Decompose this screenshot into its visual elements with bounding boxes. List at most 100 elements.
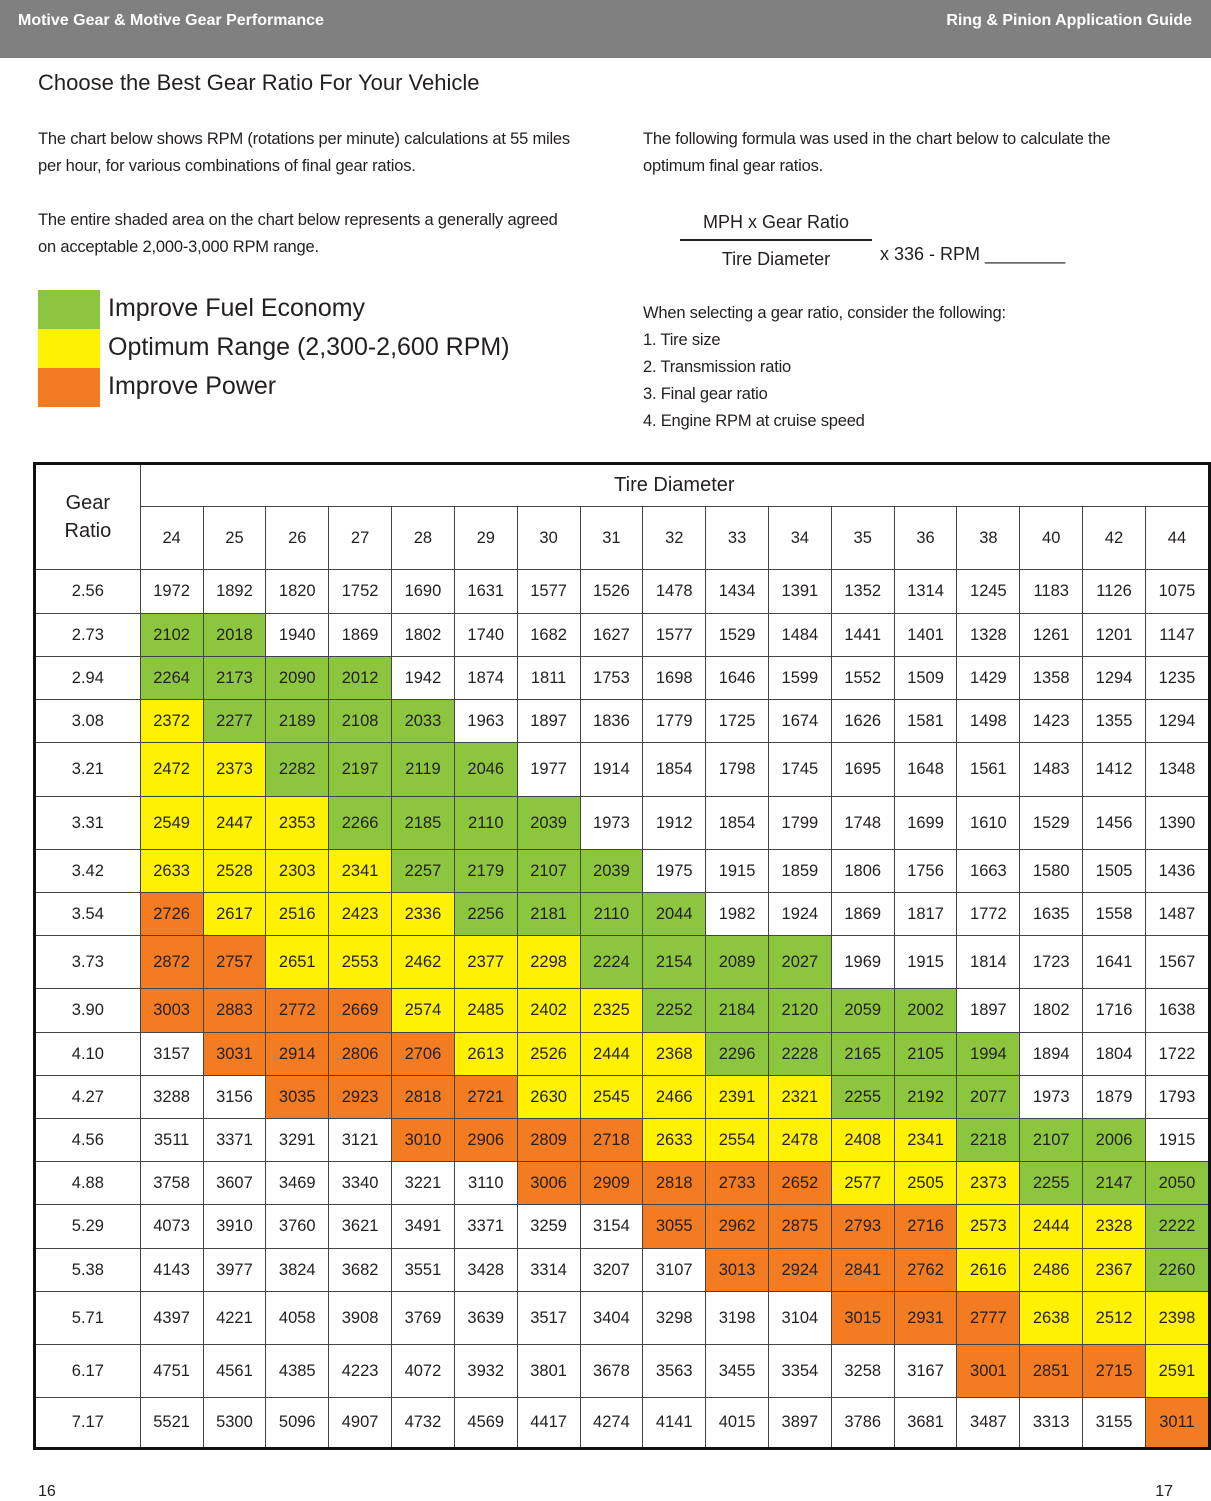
- rpm-cell: 1561: [956, 742, 1021, 797]
- legend-swatch: [38, 329, 100, 368]
- text-line: optimum final gear ratios.: [643, 157, 824, 175]
- rpm-cell: 3035: [265, 1075, 330, 1119]
- rpm-cell: 2721: [453, 1075, 518, 1119]
- rpm-cell: 2841: [830, 1248, 895, 1292]
- rpm-cell: 2373: [202, 742, 267, 797]
- rpm-cell: 2577: [830, 1161, 895, 1205]
- rpm-cell: 1261: [1019, 613, 1084, 657]
- rpm-cell: 2726: [139, 892, 204, 936]
- rpm-cell: 2573: [956, 1204, 1021, 1249]
- rpm-cell: 1973: [579, 796, 644, 850]
- paragraph: The entire shaded area on the chart belo…: [38, 207, 570, 261]
- rpm-cell: 2173: [202, 656, 267, 700]
- rpm-cell: 3157: [139, 1032, 204, 1076]
- rpm-cell: 3801: [516, 1344, 581, 1398]
- rpm-cell: 1982: [705, 892, 769, 936]
- tire-diameter: 27: [328, 506, 393, 570]
- rpm-cell: 2633: [139, 849, 204, 893]
- rpm-cell: 1631: [453, 569, 518, 614]
- rpm-cell: 3910: [202, 1204, 267, 1249]
- table-row: 3.31 2549 2447 2353 2266 2185 2110 2039 1973 1912…: [34, 796, 1211, 850]
- rpm-cell: 2906: [453, 1118, 518, 1162]
- rpm-cell: 3107: [642, 1248, 707, 1292]
- rpm-cell: 1483: [1019, 742, 1084, 797]
- formula-denominator: Tire Diameter: [721, 249, 831, 269]
- rpm-cell: 1314: [893, 569, 958, 614]
- rpm-cell: 4417: [516, 1397, 581, 1449]
- rpm-cell: 1478: [642, 569, 707, 614]
- gear-ratio: 3.54: [34, 892, 141, 936]
- rpm-cell: 2033: [391, 699, 455, 743]
- rpm-cell: 1245: [956, 569, 1021, 614]
- text-line: The entire shaded area on the chart belo…: [38, 211, 558, 229]
- rpm-cell: 2325: [579, 988, 644, 1033]
- rpm-cell: 1355: [1082, 699, 1146, 743]
- rpm-cell: 2715: [1082, 1344, 1146, 1398]
- tire-diameter: 32: [642, 506, 707, 570]
- rpm-cell: 1804: [1082, 1032, 1146, 1076]
- rpm-cell: 2353: [265, 796, 330, 850]
- rpm-cell: 4141: [642, 1397, 707, 1449]
- rpm-cell: 2107: [516, 849, 581, 893]
- rpm-cell: 1635: [1019, 892, 1084, 936]
- rpm-cell: 2718: [579, 1118, 644, 1162]
- rpm-cell: 1940: [265, 613, 330, 657]
- rpm-cell: 3154: [579, 1204, 644, 1249]
- rpm-cell: 1854: [705, 796, 769, 850]
- rpm-cell: 1740: [453, 613, 518, 657]
- rpm-cell: 2851: [1019, 1344, 1084, 1398]
- rpm-cell: 4385: [265, 1344, 330, 1398]
- gear-ratio: 4.88: [34, 1161, 141, 1205]
- rpm-cell: 2002: [893, 988, 958, 1033]
- list-item: 2. Transmission ratio: [643, 358, 792, 376]
- rpm-cell: 2613: [453, 1032, 518, 1076]
- table-row: 4.56 3511 3371 3291 3121 3010 2906 2809 2718 2633…: [34, 1118, 1211, 1162]
- rpm-cell: 3455: [705, 1344, 769, 1398]
- rpm-cell: 1854: [642, 742, 707, 797]
- rpm-cell: 3681: [893, 1397, 958, 1449]
- rpm-cell: 3932: [453, 1344, 518, 1398]
- rpm-cell: 2089: [705, 935, 769, 989]
- rpm-cell: 2478: [767, 1118, 832, 1162]
- rpm-cell: 2638: [1019, 1291, 1084, 1345]
- table-row: Gear Ratio Tire Diameter: [34, 463, 1211, 570]
- rpm-cell: 4397: [139, 1291, 204, 1345]
- rpm-cell: 5521: [139, 1397, 204, 1449]
- rpm-cell: 3314: [516, 1248, 581, 1292]
- rpm-cell: 3511: [139, 1118, 204, 1162]
- rpm-cell: 1626: [830, 699, 895, 743]
- gear-ratio: 3.31: [34, 796, 141, 850]
- table-row: 6.17 4751 4561 4385 4223 4072 3932 3801 3678 3563…: [34, 1344, 1211, 1398]
- rpm-cell: 2373: [956, 1161, 1021, 1205]
- rpm-cell: 1756: [893, 849, 958, 893]
- rpm-cell: 3259: [516, 1204, 581, 1249]
- rpm-cell: 2472: [139, 742, 204, 797]
- rpm-cell: 4569: [453, 1397, 518, 1449]
- rpm-cell: 2255: [1019, 1161, 1084, 1205]
- rpm-cell: 1577: [642, 613, 707, 657]
- gear-ratio: 5.29: [34, 1204, 141, 1249]
- table-row: 3.90 3003 2883 2772 2669 2574 2485 2402 2325 2252…: [34, 988, 1211, 1033]
- rpm-cell: 2266: [328, 796, 393, 850]
- rpm-cell: 2914: [265, 1032, 330, 1076]
- rpm-cell: 3313: [1019, 1397, 1084, 1449]
- table-row: 5.29 4073 3910 3760 3621 3491 3371 3259 3154 3055…: [34, 1204, 1211, 1249]
- rpm-cell: 3155: [1082, 1397, 1146, 1449]
- rpm-cell: 1753: [579, 656, 644, 700]
- rpm-cell: 3010: [391, 1118, 455, 1162]
- rpm-cell: 3006: [516, 1161, 581, 1205]
- rpm-cell: 1798: [705, 742, 769, 797]
- rpm-cell: 3639: [453, 1291, 518, 1345]
- rpm-cell: 2277: [202, 699, 267, 743]
- rpm-cell: 1915: [1144, 1118, 1211, 1162]
- rpm-cell: 5300: [202, 1397, 267, 1449]
- group-header: Tire Diameter: [139, 463, 1211, 507]
- rpm-cell: 3121: [328, 1118, 393, 1162]
- rpm-cell: 1526: [579, 569, 644, 614]
- table-row: 3.54 2726 2617 2516 2423 2336 2256 2181 2110 2044…: [34, 892, 1211, 936]
- rpm-cell: 3013: [705, 1248, 769, 1292]
- rpm-cell: 2012: [328, 656, 393, 700]
- rpm-cell: 1648: [893, 742, 958, 797]
- tire-diameter: 36: [893, 506, 958, 570]
- rpm-cell: 1183: [1019, 569, 1084, 614]
